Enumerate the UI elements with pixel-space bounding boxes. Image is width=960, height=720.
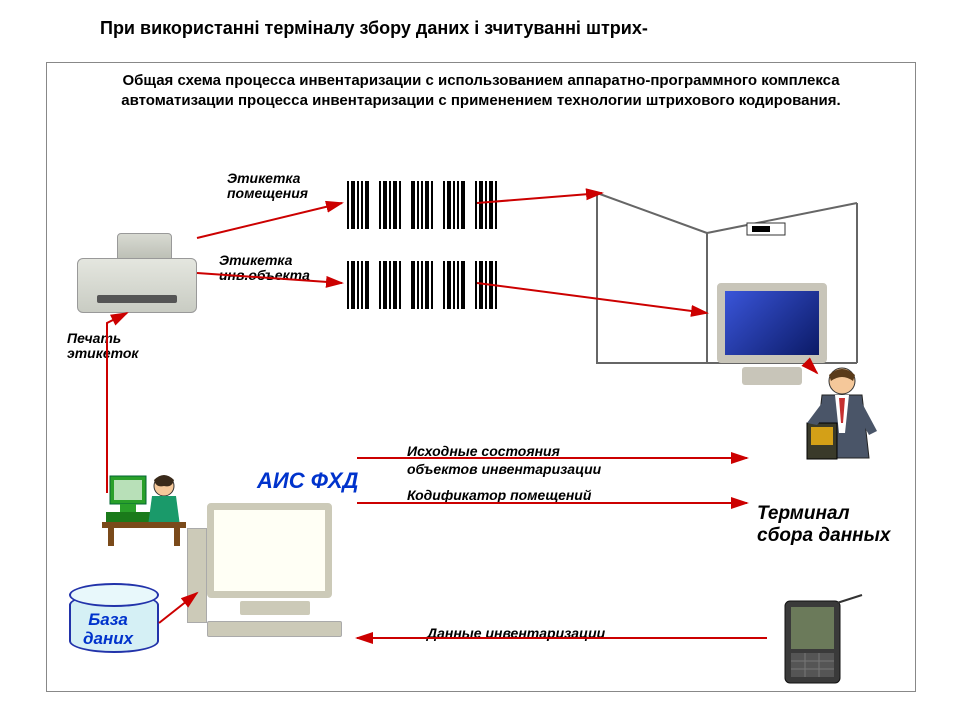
label-kodifikator: Кодификатор помещений [407, 487, 591, 503]
db-label-1: База [88, 610, 128, 629]
db-label-2: даних [83, 629, 133, 648]
operator-icon [102, 468, 192, 553]
businessman-icon [787, 363, 887, 503]
barcode-object-icon [347, 261, 497, 309]
terminal-label: Терминал сбора данных [757, 503, 890, 547]
ais-pc-icon [207, 503, 342, 637]
label-iskhodnye-2: объектов инвентаризации [407, 461, 601, 477]
terminal-label-line1: Терминал [757, 503, 850, 524]
barcode-room-icon [347, 181, 497, 229]
label-etiketka-inv: Этикетка инв.объекта [219, 253, 349, 284]
diagram-title: Общая схема процесса инвентаризации с ис… [77, 71, 885, 112]
database-label: База даних [83, 611, 133, 648]
label-dannye-inv: Данные инвентаризации [427, 625, 605, 641]
label-iskhodnye-1: Исходные состояния [407, 443, 560, 459]
ais-label: АИС ФХД [257, 468, 358, 494]
terminal-label-line2: сбора данных [757, 525, 890, 546]
diagram-container: Общая схема процесса инвентаризации с ис… [46, 62, 916, 692]
page-title: При використанні терміналу збору даних і… [100, 18, 920, 39]
label-pechat: Печать этикеток [67, 331, 167, 362]
label-etiketka-pom: Этикетка помещения [227, 171, 337, 202]
pda-icon [777, 593, 857, 688]
printer-icon [77, 233, 197, 313]
